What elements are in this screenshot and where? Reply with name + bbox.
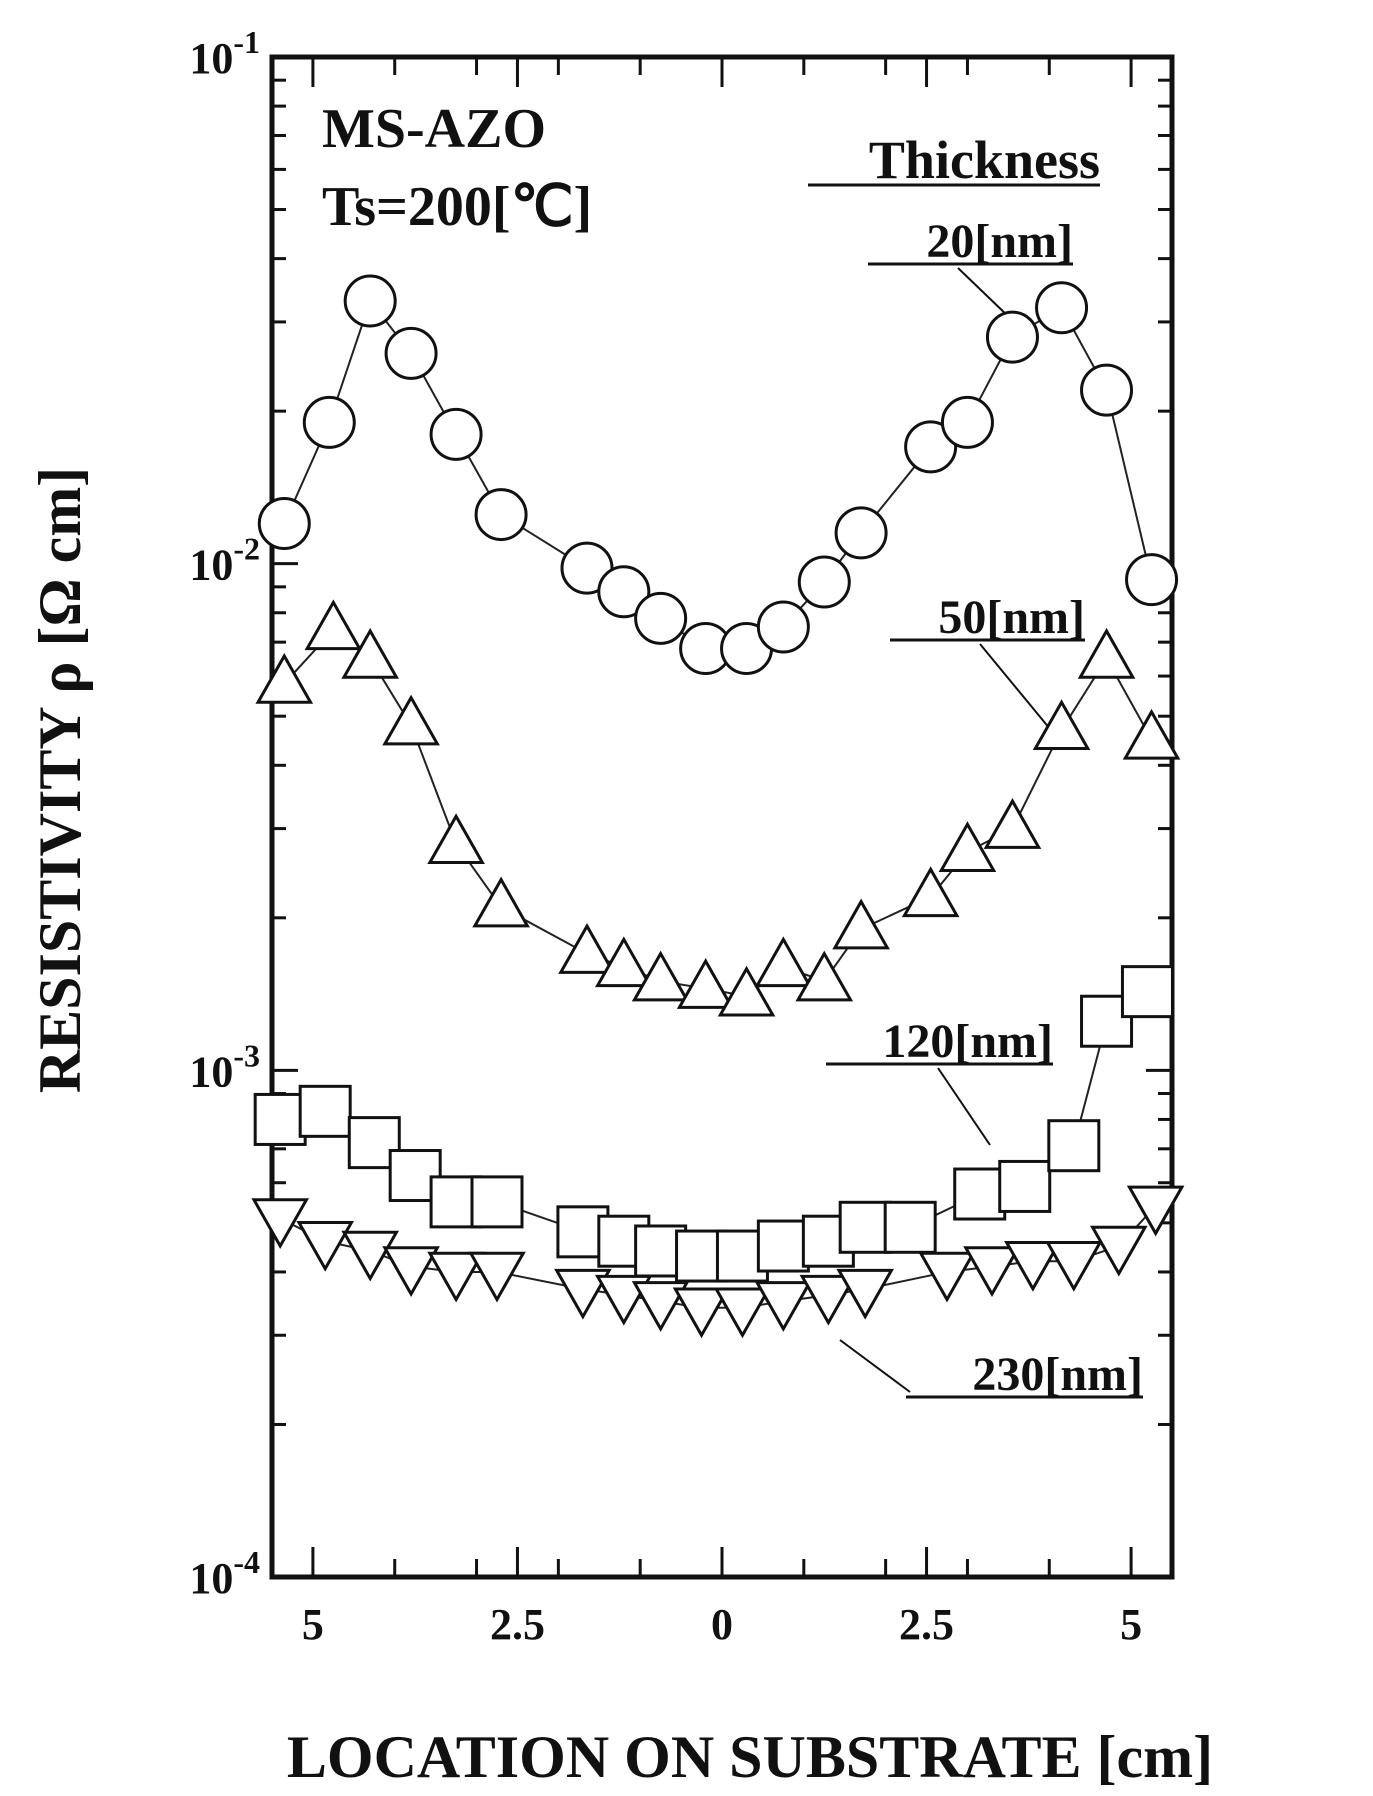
y-tick-label: 10-4	[189, 1544, 260, 1603]
data-point-triangle-up	[938, 821, 997, 873]
data-point-triangle-up	[1032, 699, 1091, 751]
data-point-square	[1047, 1119, 1101, 1173]
data-point-triangle-up	[983, 798, 1042, 849]
data-point-triangle-up	[304, 599, 363, 651]
data-point-triangle-up	[1122, 708, 1181, 760]
data-point-triangle-down	[1126, 1185, 1185, 1237]
data-point-circle	[940, 395, 994, 449]
data-point-triangle-down	[382, 1246, 440, 1298]
y-tick-base: 10	[189, 34, 233, 83]
y-tick-base: 10	[189, 1047, 233, 1096]
data-point-triangle-up	[832, 898, 890, 950]
data-point-circle	[384, 326, 438, 380]
data-point-circle	[904, 420, 958, 474]
data-point-triangle-up	[901, 866, 960, 918]
data-point-triangle-down	[836, 1268, 895, 1320]
arrow-20nm	[957, 267, 1011, 319]
data-point-circle	[634, 591, 688, 645]
data-point-square	[998, 1159, 1052, 1213]
data-point-triangle-down	[296, 1220, 355, 1272]
y-tick-label: 10-1	[189, 24, 260, 83]
data-point-triangle-up	[255, 652, 314, 704]
data-point-circle	[1125, 553, 1179, 607]
x-tick-label: 2.5	[899, 1600, 954, 1649]
data-point-triangle-down	[1044, 1240, 1103, 1292]
data-point-square	[298, 1084, 352, 1138]
y-tick-label: 10-3	[189, 1037, 260, 1096]
data-point-triangle-down	[468, 1251, 526, 1303]
x-tick-label: 2.5	[490, 1600, 545, 1649]
data-point-circle	[985, 310, 1039, 364]
arrow-50nm	[979, 643, 1056, 736]
data-point-triangle-up	[341, 627, 400, 679]
data-point-circle	[302, 395, 356, 449]
temperature-label: Ts=200[℃]	[322, 176, 592, 238]
y-tick-label: 10-2	[189, 531, 260, 590]
arrow-120nm	[937, 1067, 991, 1146]
data-point-triangle-down	[1089, 1225, 1148, 1277]
data-point-triangle-down	[672, 1287, 731, 1339]
data-point-triangle-down	[427, 1251, 485, 1303]
x-axis-title: LOCATION ON SUBSTRATE [cm]	[287, 1724, 1213, 1790]
y-axis-title: RESISTIVITY ρ [Ω cm]	[27, 467, 93, 1093]
data-point-square	[883, 1200, 937, 1254]
data-point-square	[253, 1092, 307, 1146]
data-point-triangle-up	[1077, 627, 1136, 679]
x-tick-label: 5	[302, 1600, 324, 1649]
data-point-triangle-down	[799, 1274, 858, 1326]
data-point-circle	[257, 497, 311, 551]
data-point-circle	[1080, 363, 1134, 417]
data-point-triangle-up	[717, 965, 776, 1017]
data-point-triangle-down	[713, 1287, 772, 1339]
data-point-circle	[756, 600, 810, 654]
label-20nm: 20[nm]	[926, 215, 1073, 268]
data-point-square	[756, 1219, 810, 1273]
data-point-triangle-down	[963, 1246, 1021, 1298]
label-120nm: 120[nm]	[882, 1015, 1053, 1068]
data-point-triangle-down	[341, 1230, 400, 1282]
data-point-triangle-down	[251, 1198, 310, 1250]
data-point-triangle-up	[676, 958, 735, 1009]
data-point-circle	[1035, 281, 1089, 335]
x-tick-label: 5	[1120, 1600, 1142, 1649]
data-point-circle	[429, 407, 483, 461]
data-point-triangle-up	[382, 694, 440, 746]
label-50nm: 50[nm]	[938, 591, 1085, 644]
data-point-triangle-up	[754, 936, 813, 988]
data-point-circle	[834, 506, 888, 560]
data-point-circle	[597, 565, 651, 619]
x-tick-label: 0	[711, 1600, 733, 1649]
data-point-triangle-up	[558, 923, 616, 974]
data-point-triangle-down	[918, 1251, 976, 1303]
y-tick-base: 10	[189, 1554, 233, 1603]
data-point-square	[838, 1200, 892, 1254]
y-tick-base: 10	[189, 541, 233, 590]
data-point-square	[470, 1175, 524, 1229]
y-tick-exponent: -3	[233, 1037, 260, 1073]
legend-title: Thickness	[869, 130, 1100, 190]
data-point-triangle-down	[554, 1268, 612, 1320]
y-tick-exponent: -4	[233, 1544, 260, 1580]
material-label: MS-AZO	[322, 98, 546, 160]
y-tick-exponent: -2	[233, 531, 260, 567]
data-point-triangle-down	[631, 1281, 690, 1332]
data-point-triangle-down	[754, 1281, 813, 1332]
label-230nm: 230[nm]	[972, 1348, 1143, 1401]
data-point-triangle-down	[1004, 1240, 1062, 1292]
y-tick-exponent: -1	[233, 24, 260, 60]
data-point-circle	[474, 488, 528, 542]
data-point-triangle-up	[631, 950, 690, 1002]
data-point-square	[1120, 965, 1174, 1019]
series-line-50nm	[283, 628, 1153, 998]
data-point-triangle-up	[594, 936, 653, 988]
data-point-triangle-up	[795, 950, 854, 1002]
data-point-triangle-up	[472, 876, 530, 928]
data-point-circle	[797, 555, 851, 609]
data-point-circle	[343, 274, 397, 328]
data-point-triangle-up	[427, 813, 485, 865]
arrow-230nm	[839, 1339, 911, 1393]
data-point-square	[953, 1167, 1007, 1221]
